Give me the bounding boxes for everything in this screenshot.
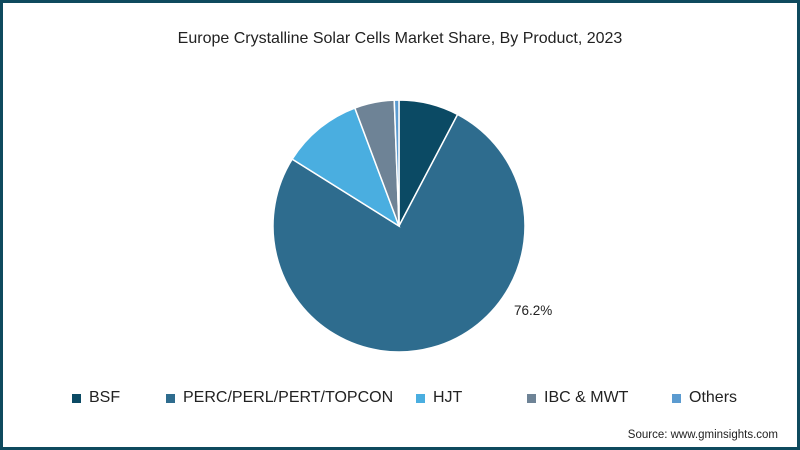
legend: BSF PERC/PERL/PERT/TOPCON HJT IBC & MWT … bbox=[0, 389, 800, 413]
pie-slices bbox=[272, 99, 526, 353]
legend-swatch-others bbox=[672, 393, 681, 403]
legend-label: IBC & MWT bbox=[544, 389, 629, 406]
pie-slice-hjt bbox=[291, 107, 401, 228]
legend-item-bsf: BSF bbox=[72, 389, 120, 407]
legend-item-others: Others bbox=[672, 389, 737, 407]
legend-item-perc: PERC/PERL/PERT/TOPCON bbox=[166, 389, 393, 407]
legend-swatch-bsf bbox=[72, 393, 81, 403]
pie-slice-perc-perl-pert-topcon bbox=[272, 113, 526, 353]
legend-label: BSF bbox=[89, 389, 121, 406]
legend-item-hjt: HJT bbox=[416, 389, 462, 407]
legend-swatch-hjt bbox=[416, 393, 425, 403]
legend-swatch-ibc-mwt bbox=[527, 393, 536, 403]
data-label-perc: 76.2% bbox=[514, 303, 553, 318]
legend-label: PERC/PERL/PERT/TOPCON bbox=[183, 389, 394, 406]
source-note: Source: www.gminsights.com bbox=[627, 429, 778, 441]
legend-label: HJT bbox=[433, 389, 463, 406]
legend-label: Others bbox=[689, 389, 738, 406]
legend-swatch-perc bbox=[166, 393, 175, 403]
chart-title: Europe Crystalline Solar Cells Market Sh… bbox=[177, 30, 623, 47]
pie-slice-others bbox=[393, 99, 400, 227]
legend-item-ibc-mwt: IBC & MWT bbox=[527, 389, 628, 407]
